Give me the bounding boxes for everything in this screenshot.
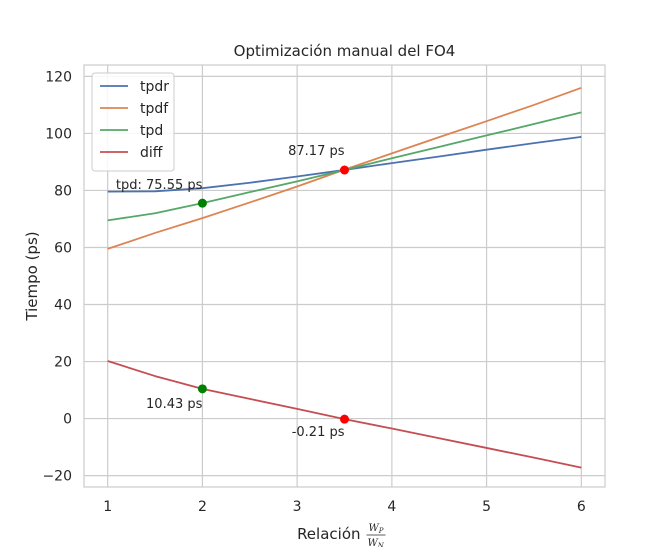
legend-label-diff: diff [140,145,163,161]
chart-title: Optimización manual del FO4 [234,42,456,60]
legend-label-tpdf: tpdf [140,101,169,117]
fraction-denominator-sub: N [377,542,385,547]
y-tick-label: 100 [45,126,72,142]
y-tick-label: 120 [45,69,72,85]
fraction-denominator: WN [368,538,385,547]
x-axis-label-fraction: WP WN [366,523,386,547]
y-tick-label: 20 [54,355,72,371]
x-tick-label: 4 [387,499,396,515]
x-tick-label: 5 [482,499,491,515]
data-point-marker [340,165,349,175]
x-tick-label: 2 [198,499,207,515]
y-axis-label: Tiempo (ps) [23,231,41,321]
legend-box [91,72,175,172]
data-point-marker [197,384,207,394]
legend-label-tpd: tpd [140,123,163,139]
tick-labels: 1 2 3 4 5 6 −20 0 20 40 60 80 100 120 [42,69,585,515]
fraction-numerator-sub: P [378,527,384,535]
data-point-marker [197,198,207,208]
x-axis-label-text: Relación [297,525,360,543]
y-tick-label: 80 [54,183,72,199]
y-tick-label: 0 [63,412,72,428]
x-tick-label: 1 [103,499,112,515]
data-point-marker [340,414,349,424]
legend: tpdr tpdf tpd diff [91,72,175,172]
annotations: tpd: 75.55 ps 10.43 ps 87.17 ps -0.21 ps [116,144,345,440]
annotation-label: 87.17 ps [288,144,345,159]
annotation-label: -0.21 ps [292,425,345,440]
x-tick-label: 3 [293,499,302,515]
y-tick-label: 40 [54,298,72,314]
point-markers [197,165,349,424]
y-tick-label: 60 [54,240,72,256]
plot-frame [83,64,606,488]
series-line-diff [107,360,582,469]
annotation-label: tpd: 75.55 ps [116,178,203,193]
fraction-numerator: WP [369,523,384,535]
x-tick-label: 6 [577,499,586,515]
legend-label-tpdr: tpdr [140,79,169,95]
x-axis-label: Relación WP WN [297,523,386,547]
annotation-label: 10.43 ps [146,397,203,412]
y-tick-label: −20 [42,469,72,485]
